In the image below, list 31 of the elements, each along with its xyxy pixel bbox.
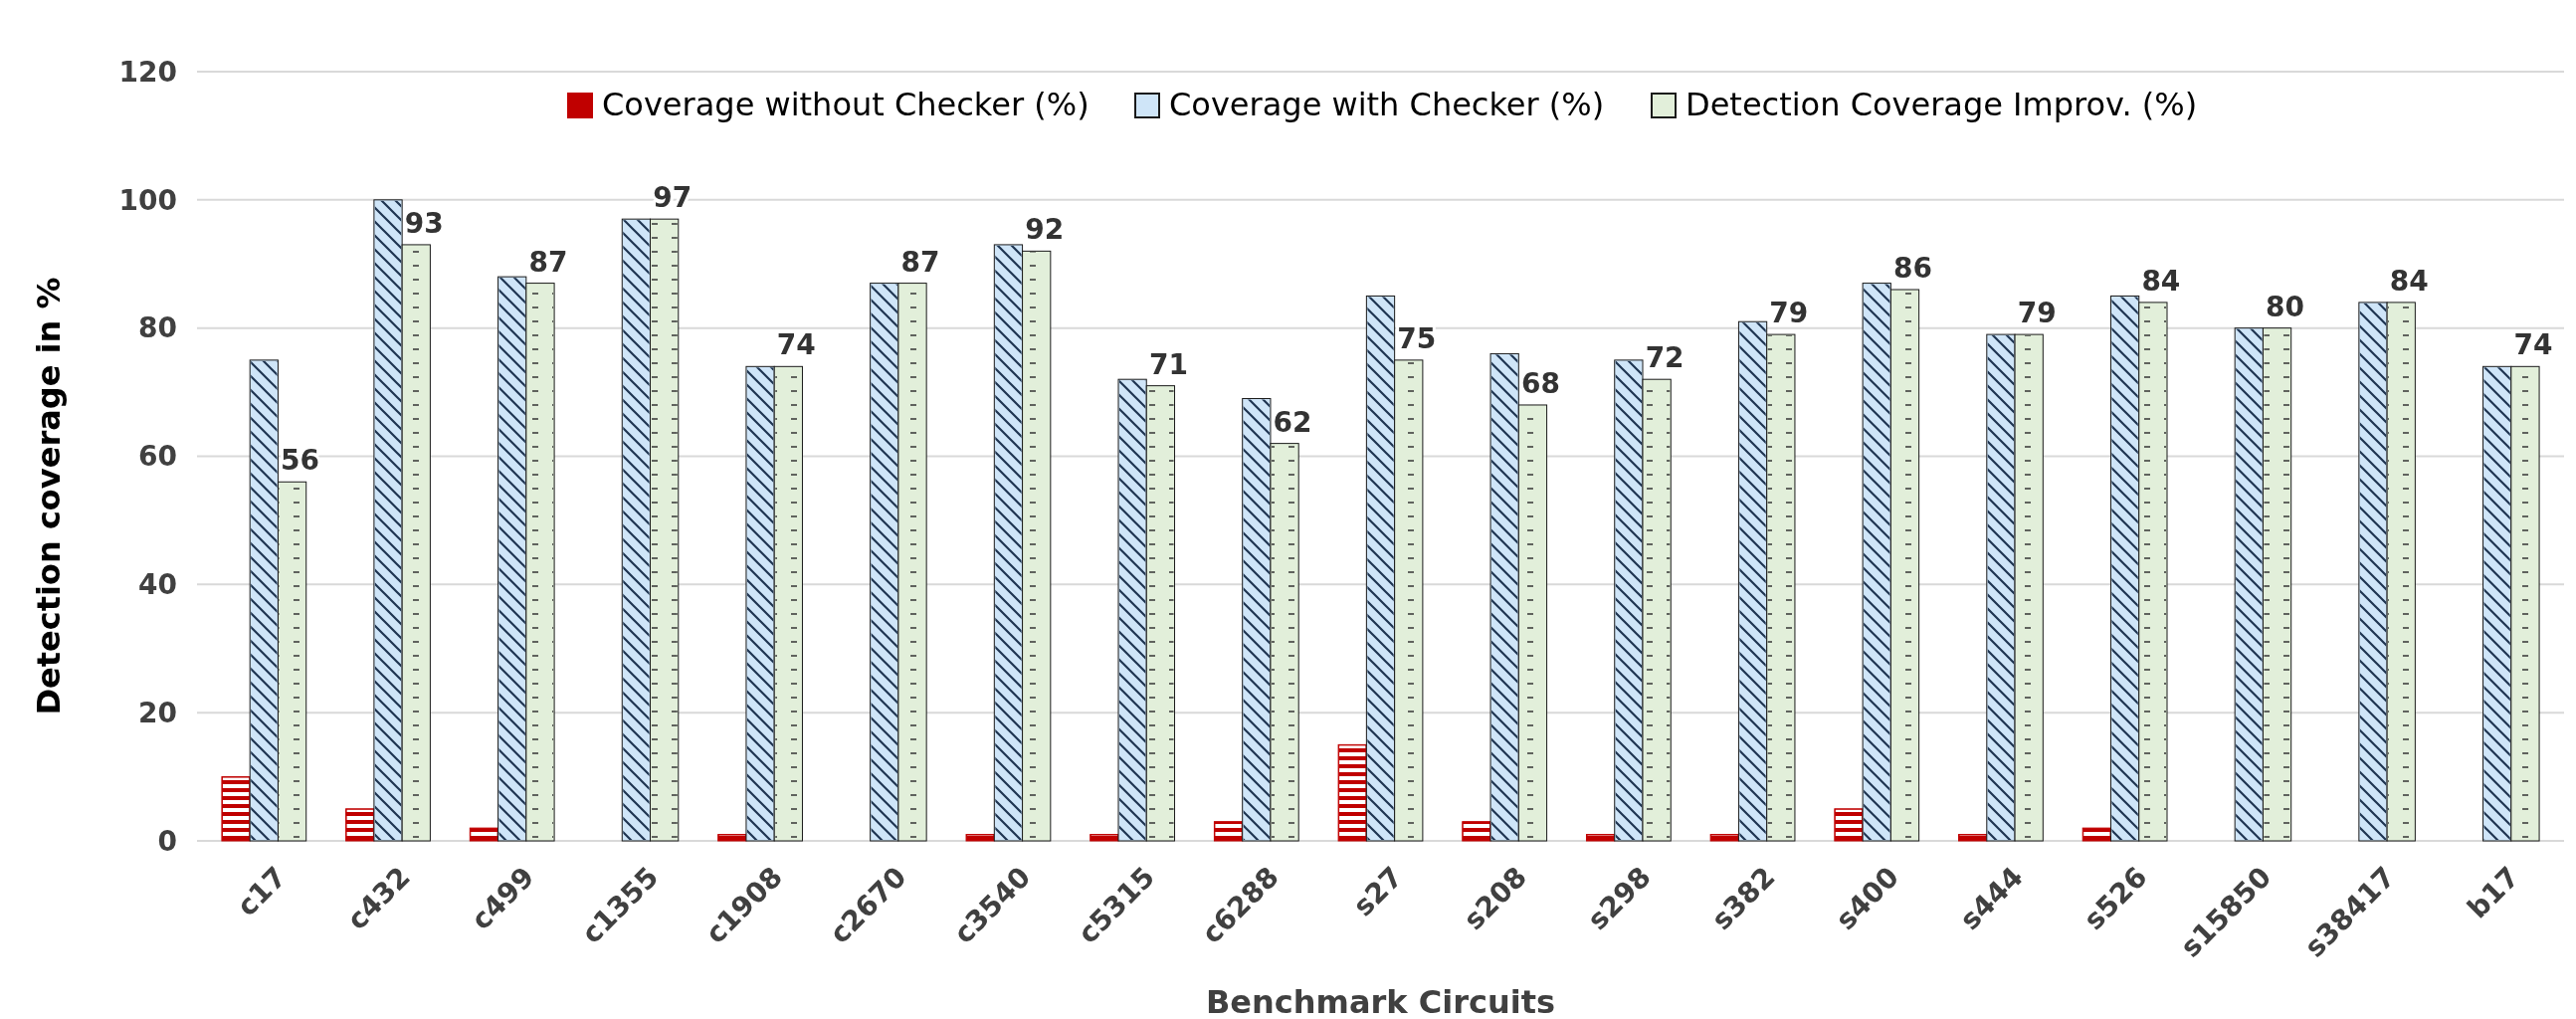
data-label: 84	[2141, 264, 2181, 298]
data-label: 80	[2266, 290, 2305, 323]
data-label: 75	[1397, 321, 1437, 355]
data-label: 86	[1893, 252, 1932, 286]
data-label: 84	[2389, 264, 2429, 298]
data-label: 93	[404, 206, 444, 240]
data-label: 68	[1520, 366, 1560, 400]
data-label: 87	[900, 245, 940, 279]
data-label: 97	[653, 181, 693, 215]
data-label: 56	[281, 444, 320, 478]
data-label: 74	[2513, 328, 2553, 362]
data-label: 74	[776, 328, 816, 362]
y-tick-label: 100	[118, 183, 177, 217]
x-axis-title: Benchmark Circuits	[1205, 983, 1556, 1019]
data-label: 92	[1025, 213, 1065, 247]
legend-label: Coverage without Checker (%)	[602, 86, 1090, 123]
data-label: 72	[1645, 341, 1684, 375]
y-tick-label: 80	[138, 311, 177, 345]
data-label: 62	[1273, 405, 1312, 439]
legend-label: Coverage with Checker (%)	[1169, 86, 1605, 123]
y-tick-label: 40	[138, 568, 177, 602]
y-tick-label: 0	[157, 824, 177, 858]
y-tick-label: 60	[138, 440, 177, 474]
data-label: 87	[528, 245, 568, 279]
data-label: 79	[2017, 297, 2057, 330]
data-label: 79	[1769, 297, 1809, 330]
y-axis-title: Detection coverage in %	[30, 277, 68, 715]
data-label: 71	[1148, 347, 1188, 381]
y-tick-label: 120	[118, 55, 177, 89]
y-tick-label: 20	[138, 696, 177, 729]
legend-label: Detection Coverage Improv. (%)	[1685, 86, 2198, 123]
